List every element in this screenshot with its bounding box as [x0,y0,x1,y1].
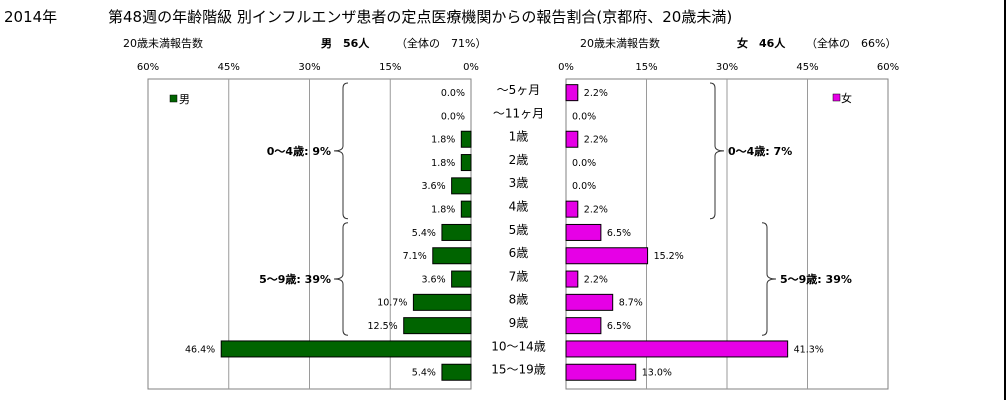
female-bar [565,363,637,381]
female-value-label: 15.2% [654,251,684,262]
category-label: 5歳 [509,223,529,237]
male-value-label: 5.4% [412,368,436,379]
male-bar [432,247,472,265]
right-brace [761,222,777,336]
right-tick-label: 60% [877,62,899,73]
left-range-annotation: 5～9歳: 39% [259,272,331,286]
right-share: （全体の 66%） [806,37,897,50]
female-bar [565,223,602,241]
female-bar [565,317,602,335]
right-tick-label: 45% [796,62,818,73]
left-brace [333,82,349,220]
left-tick-label: 0% [463,62,479,73]
male-bar [412,293,472,311]
category-label: 10～14歳 [491,339,546,353]
female-value-label: 41.3% [794,344,824,355]
male-bar [451,270,472,288]
female-bar [565,84,579,102]
left-range-annotation: 0～4歳: 9% [267,144,331,158]
male-value-label: 10.7% [377,298,407,309]
female-bar [565,270,579,288]
female-value-label: 0.0% [572,181,596,192]
female-value-label: 2.2% [584,274,608,285]
female-value-label: 2.2% [584,88,608,99]
male-bar [403,317,472,335]
male-bar [451,177,472,195]
right-frame-edge [1004,0,1006,400]
right-sex-count-text: 女 46人 [737,37,786,50]
male-value-label: 0.0% [441,111,465,122]
left-caption: 20歳未満報告数 [123,37,203,50]
left-tick-label: 45% [218,62,240,73]
female-legend-label: 女 [841,91,852,105]
female-bar [565,200,579,218]
category-label: 4歳 [509,200,529,214]
category-label: ～5ヶ月 [497,83,541,97]
left-share: （全体の 71%） [396,37,487,50]
female-bar [565,340,789,358]
female-value-label: 2.2% [584,205,608,216]
right-brace [709,82,725,220]
female-bar [565,293,614,311]
male-bar [220,340,472,358]
male-value-label: 1.8% [431,158,455,169]
male-value-label: 3.6% [421,274,445,285]
male-bar [460,200,472,218]
right-tick-label: 15% [635,62,657,73]
male-bar [441,223,472,241]
category-label: 6歳 [509,246,529,260]
right-caption: 20歳未満報告数 [580,37,660,50]
category-label: 7歳 [509,269,529,283]
female-value-label: 6.5% [607,228,631,239]
male-value-label: 1.8% [431,135,455,146]
left-tick-label: 60% [137,62,159,73]
female-value-label: 6.5% [607,321,631,332]
female-value-label: 2.2% [584,135,608,146]
male-value-label: 3.6% [421,181,445,192]
female-bar [565,247,649,265]
left-tick-label: 30% [298,62,320,73]
male-value-label: 7.1% [403,251,427,262]
male-bar [441,363,472,381]
female-value-label: 8.7% [619,298,643,309]
chart-title: 第48週の年齢階級 別インフルエンザ患者の定点医療機関からの報告割合(京都府、2… [108,8,733,26]
female-value-label: 0.0% [572,158,596,169]
left-sex-count: 男 56人 [321,35,369,51]
left-brace [333,222,349,336]
right-sex-count: 女 46人 [737,35,785,51]
right-tick-label: 30% [716,62,738,73]
category-label: 9歳 [509,316,529,330]
right-tick-label: 0% [558,62,574,73]
right-range-annotation: 5～9歳: 39% [780,272,852,286]
male-legend-label: 男 [179,93,190,106]
category-label: 8歳 [509,293,529,307]
category-label: 3歳 [509,176,529,190]
female-value-label: 0.0% [572,111,596,122]
male-value-label: 1.8% [431,205,455,216]
female-bar [565,130,579,148]
male-bar [460,154,472,172]
male-value-label: 0.0% [441,88,465,99]
male-value-label: 12.5% [368,321,398,332]
right-range-annotation: 0～4歳: 7% [728,144,792,158]
category-label: ～11ヶ月 [493,106,544,120]
category-label: 15～19歳 [491,363,546,377]
female-value-label: 13.0% [642,368,672,379]
male-value-label: 5.4% [412,228,436,239]
chart-year: 2014年 [4,8,58,26]
male-legend-swatch [169,94,178,103]
category-label: 1歳 [509,130,529,144]
left-sex-count-text: 男 56人 [321,37,370,50]
category-label: 2歳 [509,153,529,167]
female-legend-swatch [832,93,841,102]
male-bar [460,130,472,148]
male-value-label: 46.4% [185,344,215,355]
left-tick-label: 15% [379,62,401,73]
